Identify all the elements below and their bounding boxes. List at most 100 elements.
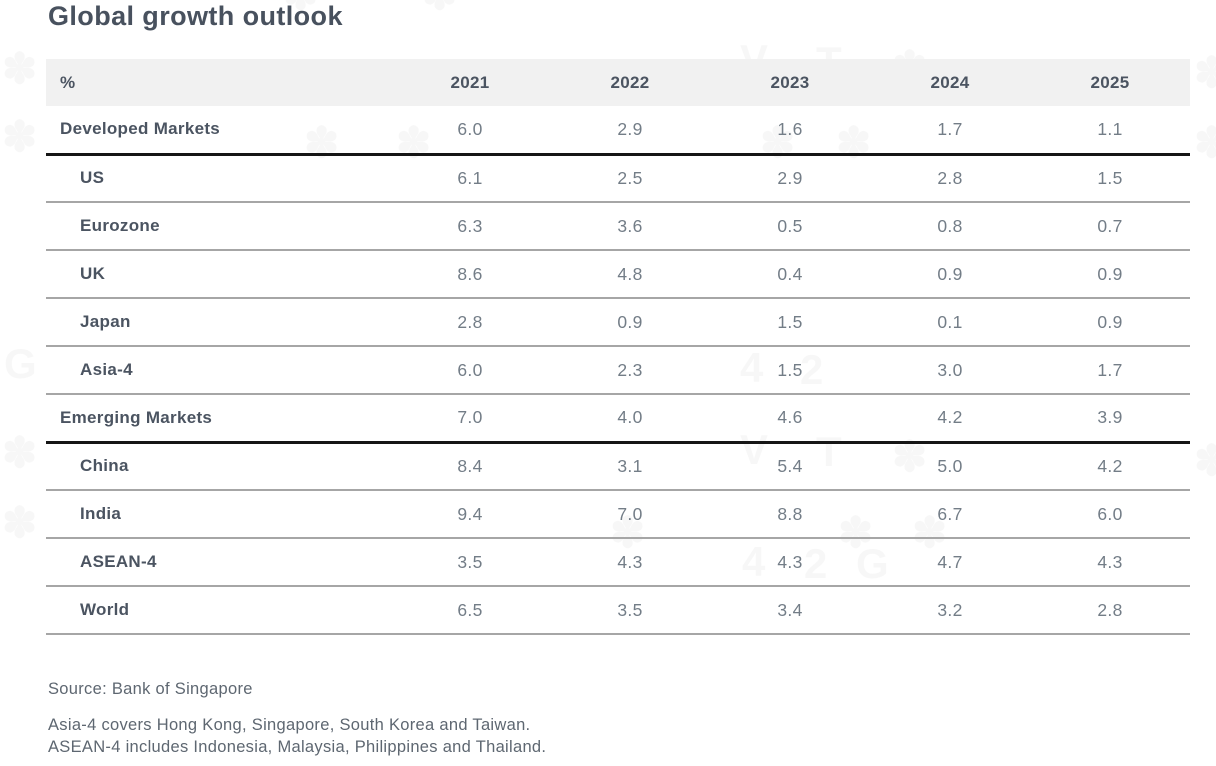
cell-value: 2.8 xyxy=(457,311,483,332)
cell-value: 8.8 xyxy=(777,503,803,524)
cell-value: 0.7 xyxy=(1097,215,1123,236)
cell-value: 0.9 xyxy=(1097,263,1123,284)
cell-value: 5.0 xyxy=(937,455,963,476)
table-row: China 8.4 3.1 5.4 5.0 4.2 xyxy=(46,442,1190,490)
unit-header: % xyxy=(60,72,76,92)
cell-value: 4.3 xyxy=(777,551,803,572)
table-body: Developed Markets 6.0 2.9 1.6 1.7 1.1 US 6.1 2.5… xyxy=(46,106,1190,634)
cell-value: 2.9 xyxy=(777,167,803,188)
cell-value: 2.8 xyxy=(1097,599,1123,620)
cell-value: 2.3 xyxy=(617,359,643,380)
row-label: Japan xyxy=(80,312,131,331)
growth-outlook-table: % 2021 2022 2023 2024 2025 Developed Markets… xyxy=(46,59,1190,635)
cell-value: 4.7 xyxy=(937,551,963,572)
cell-value: 8.4 xyxy=(457,455,483,476)
cell-value: 0.4 xyxy=(777,263,803,284)
watermark-glyph: ✽ xyxy=(422,0,457,19)
table-row: UK 8.6 4.8 0.4 0.9 0.9 xyxy=(46,250,1190,298)
table-row: India 9.4 7.0 8.8 6.7 6.0 xyxy=(46,490,1190,538)
cell-value: 3.1 xyxy=(617,455,643,476)
row-label: UK xyxy=(80,264,106,283)
cell-value: 1.1 xyxy=(1097,118,1123,139)
table-row: Asia-4 6.0 2.3 1.5 3.0 1.7 xyxy=(46,346,1190,394)
cell-value: 6.7 xyxy=(937,503,963,524)
cell-value: 3.4 xyxy=(777,599,803,620)
cell-value: 4.0 xyxy=(617,407,643,428)
year-header: 2024 xyxy=(930,72,970,92)
source-note: Source: Bank of Singapore xyxy=(48,680,253,698)
cell-value: 4.2 xyxy=(937,407,963,428)
year-header: 2025 xyxy=(1090,72,1130,92)
watermark-glyph: ✽ xyxy=(1194,48,1216,97)
row-label: Developed Markets xyxy=(60,119,221,139)
row-label: Eurozone xyxy=(80,216,160,235)
cell-value: 1.5 xyxy=(777,311,803,332)
watermark-glyph: ✽ xyxy=(2,112,37,161)
cell-value: 1.5 xyxy=(1097,167,1123,188)
year-header: 2023 xyxy=(770,72,810,92)
year-header: 2022 xyxy=(610,72,650,92)
cell-value: 3.6 xyxy=(617,215,643,236)
cell-value: 4.3 xyxy=(617,551,643,572)
watermark-glyph: ✽ xyxy=(2,498,37,547)
cell-value: 6.1 xyxy=(457,167,483,188)
row-label: China xyxy=(80,456,129,476)
cell-value: 1.7 xyxy=(1097,359,1123,380)
table-row: Eurozone 6.3 3.6 0.5 0.8 0.7 xyxy=(46,202,1190,250)
cell-value: 0.9 xyxy=(937,263,963,284)
table-row: US 6.1 2.5 2.9 2.8 1.5 xyxy=(46,154,1190,202)
row-label: Asia-4 xyxy=(80,360,133,379)
watermark-glyph: ✽ xyxy=(1194,118,1216,167)
year-header: 2021 xyxy=(450,72,490,92)
cell-value: 4.3 xyxy=(1097,551,1123,572)
cell-value: 1.5 xyxy=(777,359,803,380)
cell-value: 6.0 xyxy=(457,359,483,380)
cell-value: 7.0 xyxy=(617,503,643,524)
page-title: Global growth outlook xyxy=(48,1,343,31)
row-label: US xyxy=(80,168,105,188)
cell-value: 7.0 xyxy=(457,407,483,428)
table-row: Developed Markets 6.0 2.9 1.6 1.7 1.1 xyxy=(46,106,1190,154)
cell-value: 6.0 xyxy=(457,118,483,139)
cell-value: 6.3 xyxy=(457,215,483,236)
cell-value: 4.8 xyxy=(617,263,643,284)
table-row: World 6.5 3.5 3.4 3.2 2.8 xyxy=(46,586,1190,634)
cell-value: 0.5 xyxy=(777,215,803,236)
cell-value: 2.9 xyxy=(617,118,643,139)
table-row: Japan 2.8 0.9 1.5 0.1 0.9 xyxy=(46,298,1190,346)
table-row: Emerging Markets 7.0 4.0 4.6 4.2 3.9 xyxy=(46,394,1190,442)
cell-value: 2.5 xyxy=(617,167,643,188)
row-label: India xyxy=(80,504,122,523)
cell-value: 4.6 xyxy=(777,407,803,428)
cell-value: 0.9 xyxy=(1097,311,1123,332)
watermark-glyph: ✽ xyxy=(2,428,37,477)
footnote-line: Asia-4 covers Hong Kong, Singapore, Sout… xyxy=(48,716,531,734)
cell-value: 3.0 xyxy=(937,359,963,380)
watermark-glyph: ✽ xyxy=(1194,436,1216,485)
cell-value: 3.5 xyxy=(457,551,483,572)
cell-value: 1.7 xyxy=(937,118,963,139)
cell-value: 3.2 xyxy=(937,599,963,620)
cell-value: 9.4 xyxy=(457,503,483,524)
cell-value: 0.8 xyxy=(937,215,963,236)
cell-value: 3.5 xyxy=(617,599,643,620)
table-header-row: % 2021 2022 2023 2024 2025 xyxy=(46,59,1190,106)
cell-value: 8.6 xyxy=(457,263,483,284)
cell-value: 5.4 xyxy=(777,455,803,476)
watermark-glyph: ✽ xyxy=(2,44,37,93)
cell-value: 6.0 xyxy=(1097,503,1123,524)
row-label: ASEAN-4 xyxy=(80,552,157,571)
row-label: World xyxy=(80,600,130,619)
row-label: Emerging Markets xyxy=(60,407,213,427)
footnotes: Asia-4 covers Hong Kong, Singapore, Sout… xyxy=(48,715,546,758)
cell-value: 0.1 xyxy=(937,311,963,332)
table-row: ASEAN-4 3.5 4.3 4.3 4.7 4.3 xyxy=(46,538,1190,586)
cell-value: 0.9 xyxy=(617,311,643,332)
cell-value: 4.2 xyxy=(1097,455,1123,476)
cell-value: 1.6 xyxy=(777,118,803,139)
cell-value: 3.9 xyxy=(1097,407,1123,428)
cell-value: 6.5 xyxy=(457,599,483,620)
cell-value: 2.8 xyxy=(937,167,963,188)
watermark-glyph: G xyxy=(4,340,37,388)
footnote-line: ASEAN-4 includes Indonesia, Malaysia, Ph… xyxy=(48,737,547,756)
